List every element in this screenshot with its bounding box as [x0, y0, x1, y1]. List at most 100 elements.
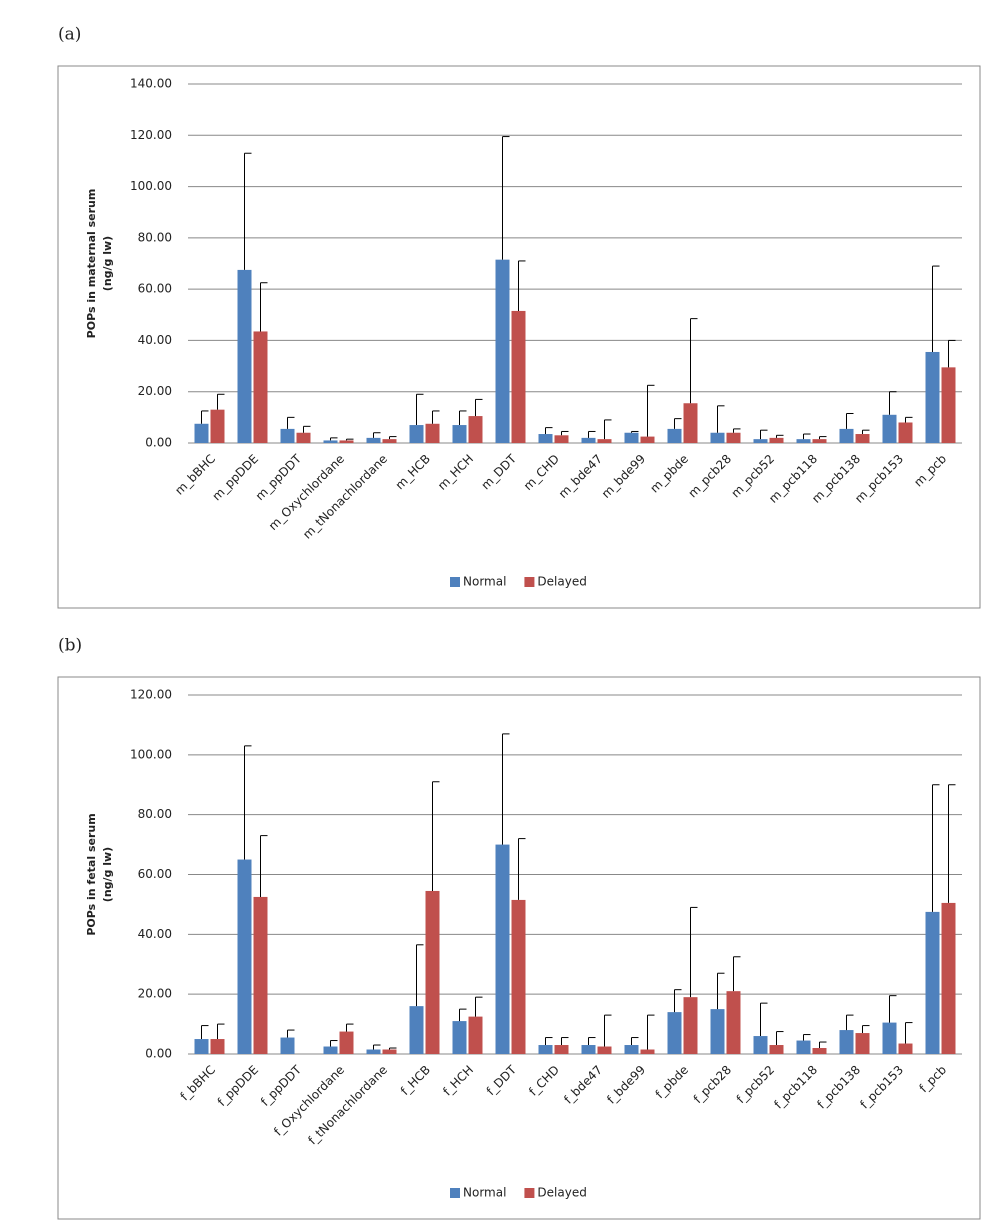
bar — [769, 437, 784, 443]
bar — [382, 439, 397, 443]
bar — [237, 859, 252, 1054]
y-tick-label: 80.00 — [138, 230, 172, 244]
x-tick-label: f_bBHC — [177, 1063, 218, 1104]
bar — [210, 1039, 225, 1054]
bar — [253, 331, 268, 443]
bar — [597, 439, 612, 443]
y-axis-title: (ng/g lw) — [101, 847, 114, 902]
bar — [296, 432, 311, 443]
bar — [753, 1036, 768, 1054]
bar — [597, 1046, 612, 1054]
bar — [554, 1045, 569, 1054]
x-tick-label: f_pcb28 — [691, 1063, 734, 1106]
bar — [710, 432, 725, 443]
bar — [237, 269, 252, 443]
bar — [538, 1045, 553, 1054]
bar — [710, 1009, 725, 1054]
legend-swatch — [524, 577, 535, 587]
x-tick-label: f_tNonachlordane — [305, 1063, 390, 1148]
x-tick-label: m_tNonachlordane — [300, 452, 390, 542]
x-tick-label: m_bde47 — [556, 452, 605, 501]
bar — [839, 428, 854, 443]
bar — [726, 991, 741, 1054]
bar — [683, 403, 698, 443]
panel-label: (a) — [58, 25, 81, 45]
x-tick-label: m_pcb28 — [685, 452, 734, 501]
bar — [796, 439, 811, 443]
y-tick-label: 60.00 — [138, 282, 172, 296]
legend-swatch — [524, 1188, 535, 1198]
bar — [683, 997, 698, 1054]
bar — [253, 896, 268, 1054]
bar — [339, 440, 354, 443]
x-tick-label: m_ppDDE — [209, 452, 261, 504]
bar — [925, 351, 940, 443]
bar — [640, 436, 655, 443]
legend-label: Normal — [463, 575, 506, 589]
bar — [194, 1039, 209, 1054]
x-tick-label: f_ppDDE — [215, 1063, 261, 1109]
y-tick-label: 0.00 — [145, 1047, 172, 1061]
x-tick-label: m_HCB — [393, 452, 434, 493]
x-tick-label: m_CHD — [521, 452, 562, 493]
x-tick-label: f_pcb138 — [814, 1063, 863, 1112]
x-tick-label: f_pcb118 — [771, 1063, 820, 1112]
legend-label: Delayed — [537, 575, 586, 589]
bar — [882, 414, 897, 443]
y-tick-label: 80.00 — [138, 807, 172, 821]
y-tick-label: 20.00 — [138, 987, 172, 1001]
bar — [640, 1049, 655, 1054]
y-axis-title: POPs in fetal serum — [85, 813, 98, 935]
bar — [409, 425, 424, 443]
bar — [624, 1045, 639, 1054]
bar — [280, 428, 295, 443]
bar — [855, 434, 870, 443]
y-tick-label: 40.00 — [138, 333, 172, 347]
bar — [194, 423, 209, 443]
bar — [468, 416, 483, 443]
bar — [855, 1033, 870, 1054]
bar — [323, 1046, 338, 1054]
bar — [468, 1016, 483, 1054]
bar — [210, 409, 225, 443]
y-tick-label: 140.00 — [130, 77, 172, 91]
bar — [581, 437, 596, 443]
y-tick-label: 0.00 — [145, 436, 172, 450]
bar — [382, 1049, 397, 1054]
bar — [511, 899, 526, 1054]
x-tick-label: m_HCH — [435, 452, 476, 493]
bar — [366, 437, 381, 443]
y-tick-label: 120.00 — [130, 128, 172, 142]
x-tick-label: f_pcb — [917, 1063, 950, 1096]
x-tick-label: f_CHD — [526, 1063, 562, 1099]
y-tick-label: 120.00 — [130, 688, 172, 702]
x-tick-label: f_pcb153 — [857, 1063, 906, 1112]
bar — [538, 434, 553, 443]
bar — [339, 1031, 354, 1054]
bar — [882, 1022, 897, 1054]
x-tick-label: f_pbde — [653, 1063, 692, 1102]
x-tick-label: m_bde99 — [599, 452, 648, 501]
bar — [452, 425, 467, 443]
bar — [425, 890, 440, 1054]
x-tick-label: m_DDT — [478, 451, 519, 492]
bar — [511, 310, 526, 443]
chart-frame — [57, 65, 981, 609]
bar — [409, 1006, 424, 1054]
x-tick-label: m_pcb — [911, 452, 949, 490]
bar — [812, 439, 827, 443]
legend-swatch — [450, 1188, 460, 1198]
bar — [812, 1048, 827, 1054]
bar — [726, 432, 741, 443]
x-tick-label: f_bde47 — [561, 1063, 605, 1107]
bar — [554, 435, 569, 443]
legend-label: Delayed — [537, 1186, 586, 1200]
bar — [323, 440, 338, 443]
bar — [769, 1045, 784, 1054]
x-tick-label: f_HCH — [440, 1063, 476, 1099]
bar — [898, 1043, 913, 1054]
bar — [452, 1021, 467, 1054]
bar — [366, 1049, 381, 1054]
bar — [495, 844, 510, 1054]
